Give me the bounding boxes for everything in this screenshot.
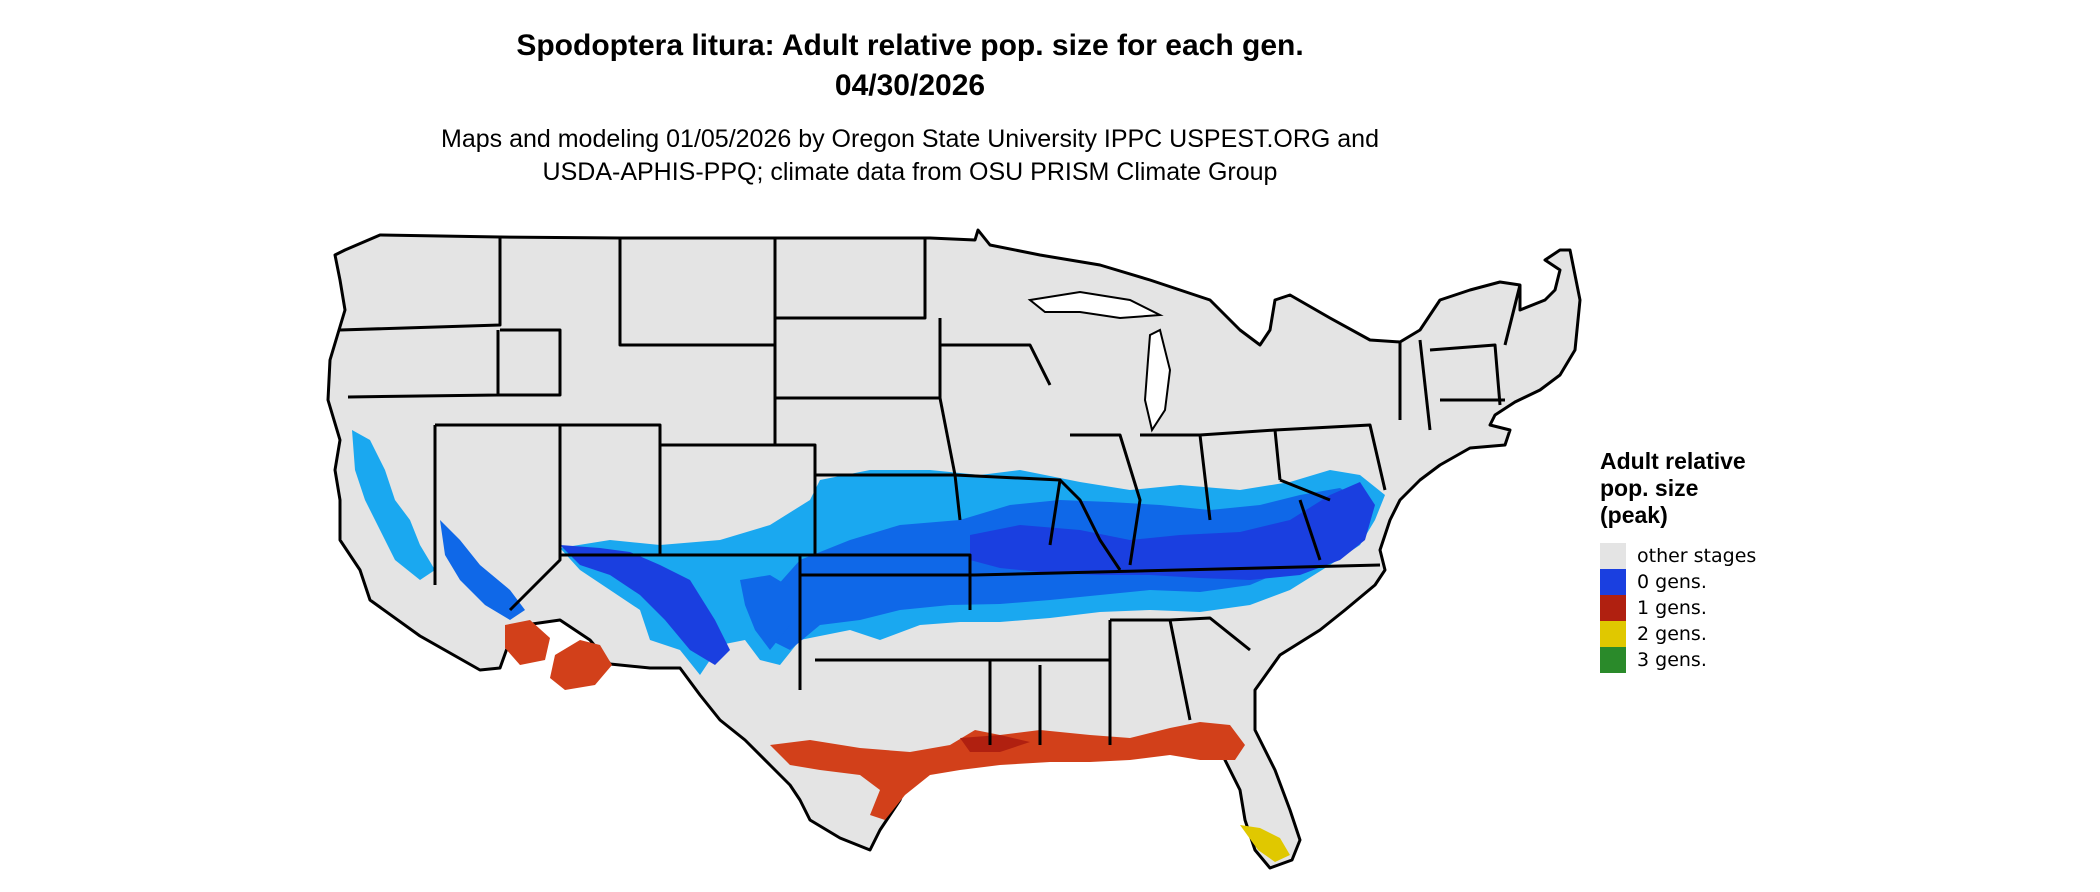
- legend-swatch: [1600, 621, 1626, 647]
- legend-label: 0 gens.: [1637, 571, 1707, 593]
- legend-swatch: [1600, 647, 1626, 673]
- lake-superior: [1027, 290, 1164, 320]
- lake-michigan: [1143, 328, 1172, 433]
- legend-item-0-gens: 0 gens.: [1600, 569, 1820, 595]
- legend-swatch: [1600, 595, 1626, 621]
- legend-label: other stages: [1637, 545, 1757, 567]
- zone-yellow-florida: [1240, 825, 1290, 862]
- state-borders: [339, 238, 1522, 745]
- legend-title-line: Adult relative: [1600, 448, 1746, 474]
- zone-dark-blue: [970, 482, 1375, 580]
- legend-title: Adult relative pop. size (peak): [1600, 448, 1820, 529]
- credit-line-1: Maps and modeling 01/05/2026 by Oregon S…: [441, 125, 1379, 153]
- us-map: [326, 228, 1582, 870]
- zone-red-arizona: [550, 640, 612, 690]
- zone-red-dark: [960, 735, 1030, 752]
- legend-item-other-stages: other stages: [1600, 543, 1820, 569]
- legend-label: 1 gens.: [1637, 597, 1707, 619]
- zone-southwest-blue-2: [740, 575, 795, 650]
- legend-swatch: [1600, 543, 1626, 569]
- zone-red-southwest: [505, 620, 550, 665]
- legend-title-line: (peak): [1600, 502, 1668, 528]
- legend-items: other stages 0 gens. 1 gens. 2 gens. 3 g…: [1600, 543, 1820, 673]
- legend-title-line: pop. size: [1600, 475, 1699, 501]
- zone-red-gulf: [770, 722, 1245, 820]
- zone-southwest-blue: [560, 545, 730, 665]
- legend-item-2-gens: 2 gens.: [1600, 621, 1820, 647]
- legend-label: 3 gens.: [1637, 649, 1707, 671]
- credit-line-2: USDA-APHIS-PPQ; climate data from OSU PR…: [542, 158, 1278, 186]
- legend-label: 2 gens.: [1637, 623, 1707, 645]
- map-date: 04/30/2026: [834, 69, 986, 102]
- legend-item-1-gens: 1 gens.: [1600, 595, 1820, 621]
- legend: Adult relative pop. size (peak) other st…: [1600, 448, 1820, 673]
- legend-swatch: [1600, 569, 1626, 595]
- legend-item-3-gens: 3 gens.: [1600, 647, 1820, 673]
- zone-west-blue: [352, 430, 435, 580]
- map-title: Spodoptera litura: Adult relative pop. s…: [516, 29, 1304, 62]
- zone-west-blue-2: [440, 520, 525, 620]
